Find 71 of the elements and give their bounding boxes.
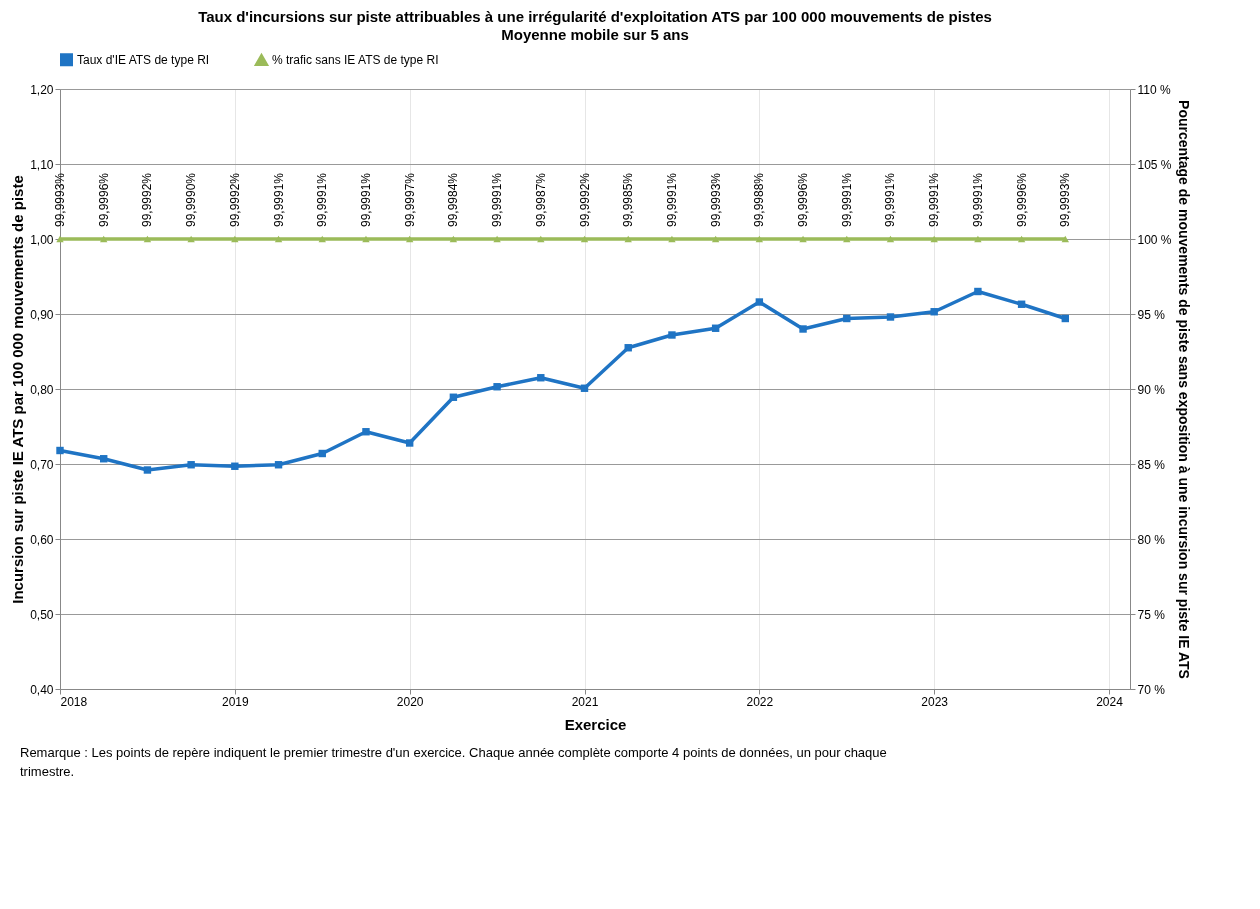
- point: [668, 331, 676, 339]
- y2-tick-label: 110 %: [1137, 82, 1171, 97]
- data-label: 99,9996%: [1014, 172, 1029, 228]
- x-tick-label: 2021: [571, 694, 599, 709]
- y2-axis-title: Pourcentage de mouvements de piste sans exposition à une incursion sur piste IE ATS: [1175, 100, 1192, 679]
- x-tick-label: 2024: [1096, 694, 1124, 709]
- data-label: 99,9991%: [883, 172, 898, 228]
- y-axis-title: Incursion sur piste IE ATS par 100 000 mouvements de piste: [9, 175, 27, 604]
- x-tick-label: 2023: [921, 694, 949, 709]
- data-label: 99,9991%: [358, 172, 373, 228]
- point: [405, 439, 414, 447]
- y-tick-label: 1,10: [30, 157, 54, 172]
- data-label: 99,9993%: [708, 172, 723, 228]
- y-tick-label: 0,50: [30, 607, 54, 622]
- x-axis-title: Exercice: [564, 715, 627, 733]
- point: [974, 287, 982, 296]
- data-label: 99,9992%: [577, 172, 592, 228]
- data-label: 99,9988%: [752, 172, 767, 228]
- x-tick-label: 2019: [221, 694, 250, 709]
- chart-title: Taux d'incursions sur piste attribuables à une irrégularité d'exploitation ATS par 100 000 mouvements de pistes: [198, 8, 992, 25]
- point: [537, 374, 545, 382]
- data-label: 99,9992%: [140, 172, 155, 228]
- text: Remarque : Les points de repère indiquent le premier trimestre d'un exercice. Chaque année complète comporte 4 points de données, un pour chaque trimestre.: [20, 745, 887, 779]
- y-tick-label: 0,90: [30, 307, 54, 322]
- legend-label: Taux d'IE ATS de type RI: [77, 52, 210, 67]
- y-tick-label: 0,70: [30, 457, 54, 472]
- data-label: 99,9993%: [1058, 172, 1073, 228]
- data-label: 99,9992%: [227, 172, 242, 228]
- data-label: 99,9996%: [796, 172, 811, 228]
- y2-tick-label: 95 %: [1137, 307, 1166, 322]
- data-label: 99,9993%: [53, 172, 67, 228]
- y-tick-label: 0,40: [30, 682, 54, 697]
- y2-tick-label: 80 %: [1137, 532, 1166, 547]
- data-label: 99,9991%: [490, 172, 505, 228]
- point: [930, 308, 938, 316]
- data-label: 99,9984%: [446, 172, 461, 228]
- data-label: 99,9985%: [621, 172, 636, 228]
- data-label: 99,9991%: [927, 172, 942, 228]
- data-label: 99,9990%: [184, 172, 199, 228]
- data-label: 99,9991%: [839, 172, 854, 228]
- data-label: 99,9991%: [970, 172, 985, 228]
- y2-tick-label: 100 %: [1137, 232, 1172, 247]
- point: [187, 461, 195, 469]
- point: [143, 466, 152, 474]
- point: [362, 428, 370, 436]
- y2-tick-label: 90 %: [1137, 382, 1166, 397]
- point: [231, 462, 239, 470]
- legend-label: % trafic sans IE ATS de type RI: [272, 53, 439, 68]
- x-tick-label: 2018: [60, 694, 88, 709]
- y2-tick-label: 85 %: [1137, 457, 1166, 472]
- y2-tick-label: 75 %: [1137, 607, 1166, 622]
- point: [886, 313, 895, 321]
- point: [56, 446, 64, 455]
- y-tick-label: 1,20: [30, 82, 54, 97]
- y-tick-label: 0,60: [30, 532, 54, 547]
- point: [799, 325, 807, 333]
- y-tick-label: 0,80: [30, 382, 54, 397]
- x-tick-label: 2022: [746, 694, 774, 709]
- data-label: 99,9991%: [664, 172, 679, 228]
- point: [755, 298, 764, 306]
- data-label: 99,9987%: [533, 172, 548, 228]
- y2-tick-label: 105 %: [1137, 157, 1172, 172]
- x-tick-label: 2020: [396, 694, 424, 709]
- y-tick-label: 1,00: [30, 232, 54, 247]
- data-label: 99,9997%: [402, 172, 417, 227]
- y2-tick-label: 70 %: [1137, 682, 1166, 697]
- data-label: 99,9991%: [315, 172, 330, 228]
- point: [493, 383, 501, 391]
- chart-subtitle: Moyenne mobile sur 5 ans: [501, 26, 689, 43]
- data-label: 99,9991%: [271, 172, 286, 228]
- data-label: 99,9996%: [96, 172, 111, 228]
